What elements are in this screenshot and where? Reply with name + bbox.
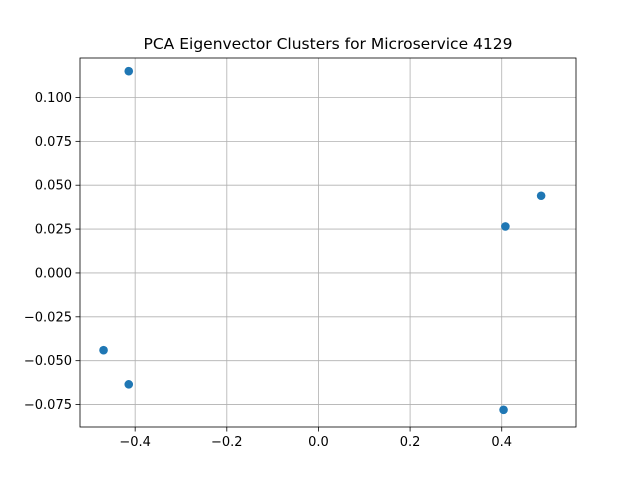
y-tick-label: 0.100 — [35, 91, 72, 106]
y-tick-label: 0.050 — [35, 179, 72, 194]
data-point — [501, 222, 510, 231]
x-tick-label: 0.0 — [308, 435, 329, 450]
data-point — [124, 66, 134, 76]
data-point — [499, 405, 508, 415]
y-tick-label: −0.025 — [24, 310, 72, 325]
y-tick-label: −0.075 — [24, 398, 72, 413]
data-point — [99, 345, 108, 355]
chart-title: PCA Eigenvector Clusters for Microservic… — [144, 35, 513, 53]
plot-frame — [79, 57, 577, 428]
x-tick-label: −0.4 — [119, 435, 151, 450]
y-tick-label: 0.000 — [35, 266, 72, 281]
points-layer — [99, 66, 546, 415]
grid-layer — [80, 58, 576, 427]
y-tick-label: 0.025 — [35, 223, 72, 238]
y-tick-label: 0.075 — [35, 135, 72, 150]
data-point — [124, 380, 134, 389]
axes-layer: −0.4 −0.2 0.0 0.2 0.4 −0.075 −0.050 −0.025 0.000… — [24, 57, 577, 450]
y-tick-label: −0.050 — [24, 354, 72, 369]
x-tick-label: −0.2 — [211, 435, 243, 450]
x-tick-label: 0.4 — [491, 435, 512, 450]
data-point — [536, 191, 546, 201]
x-tick-label: 0.2 — [400, 435, 421, 450]
